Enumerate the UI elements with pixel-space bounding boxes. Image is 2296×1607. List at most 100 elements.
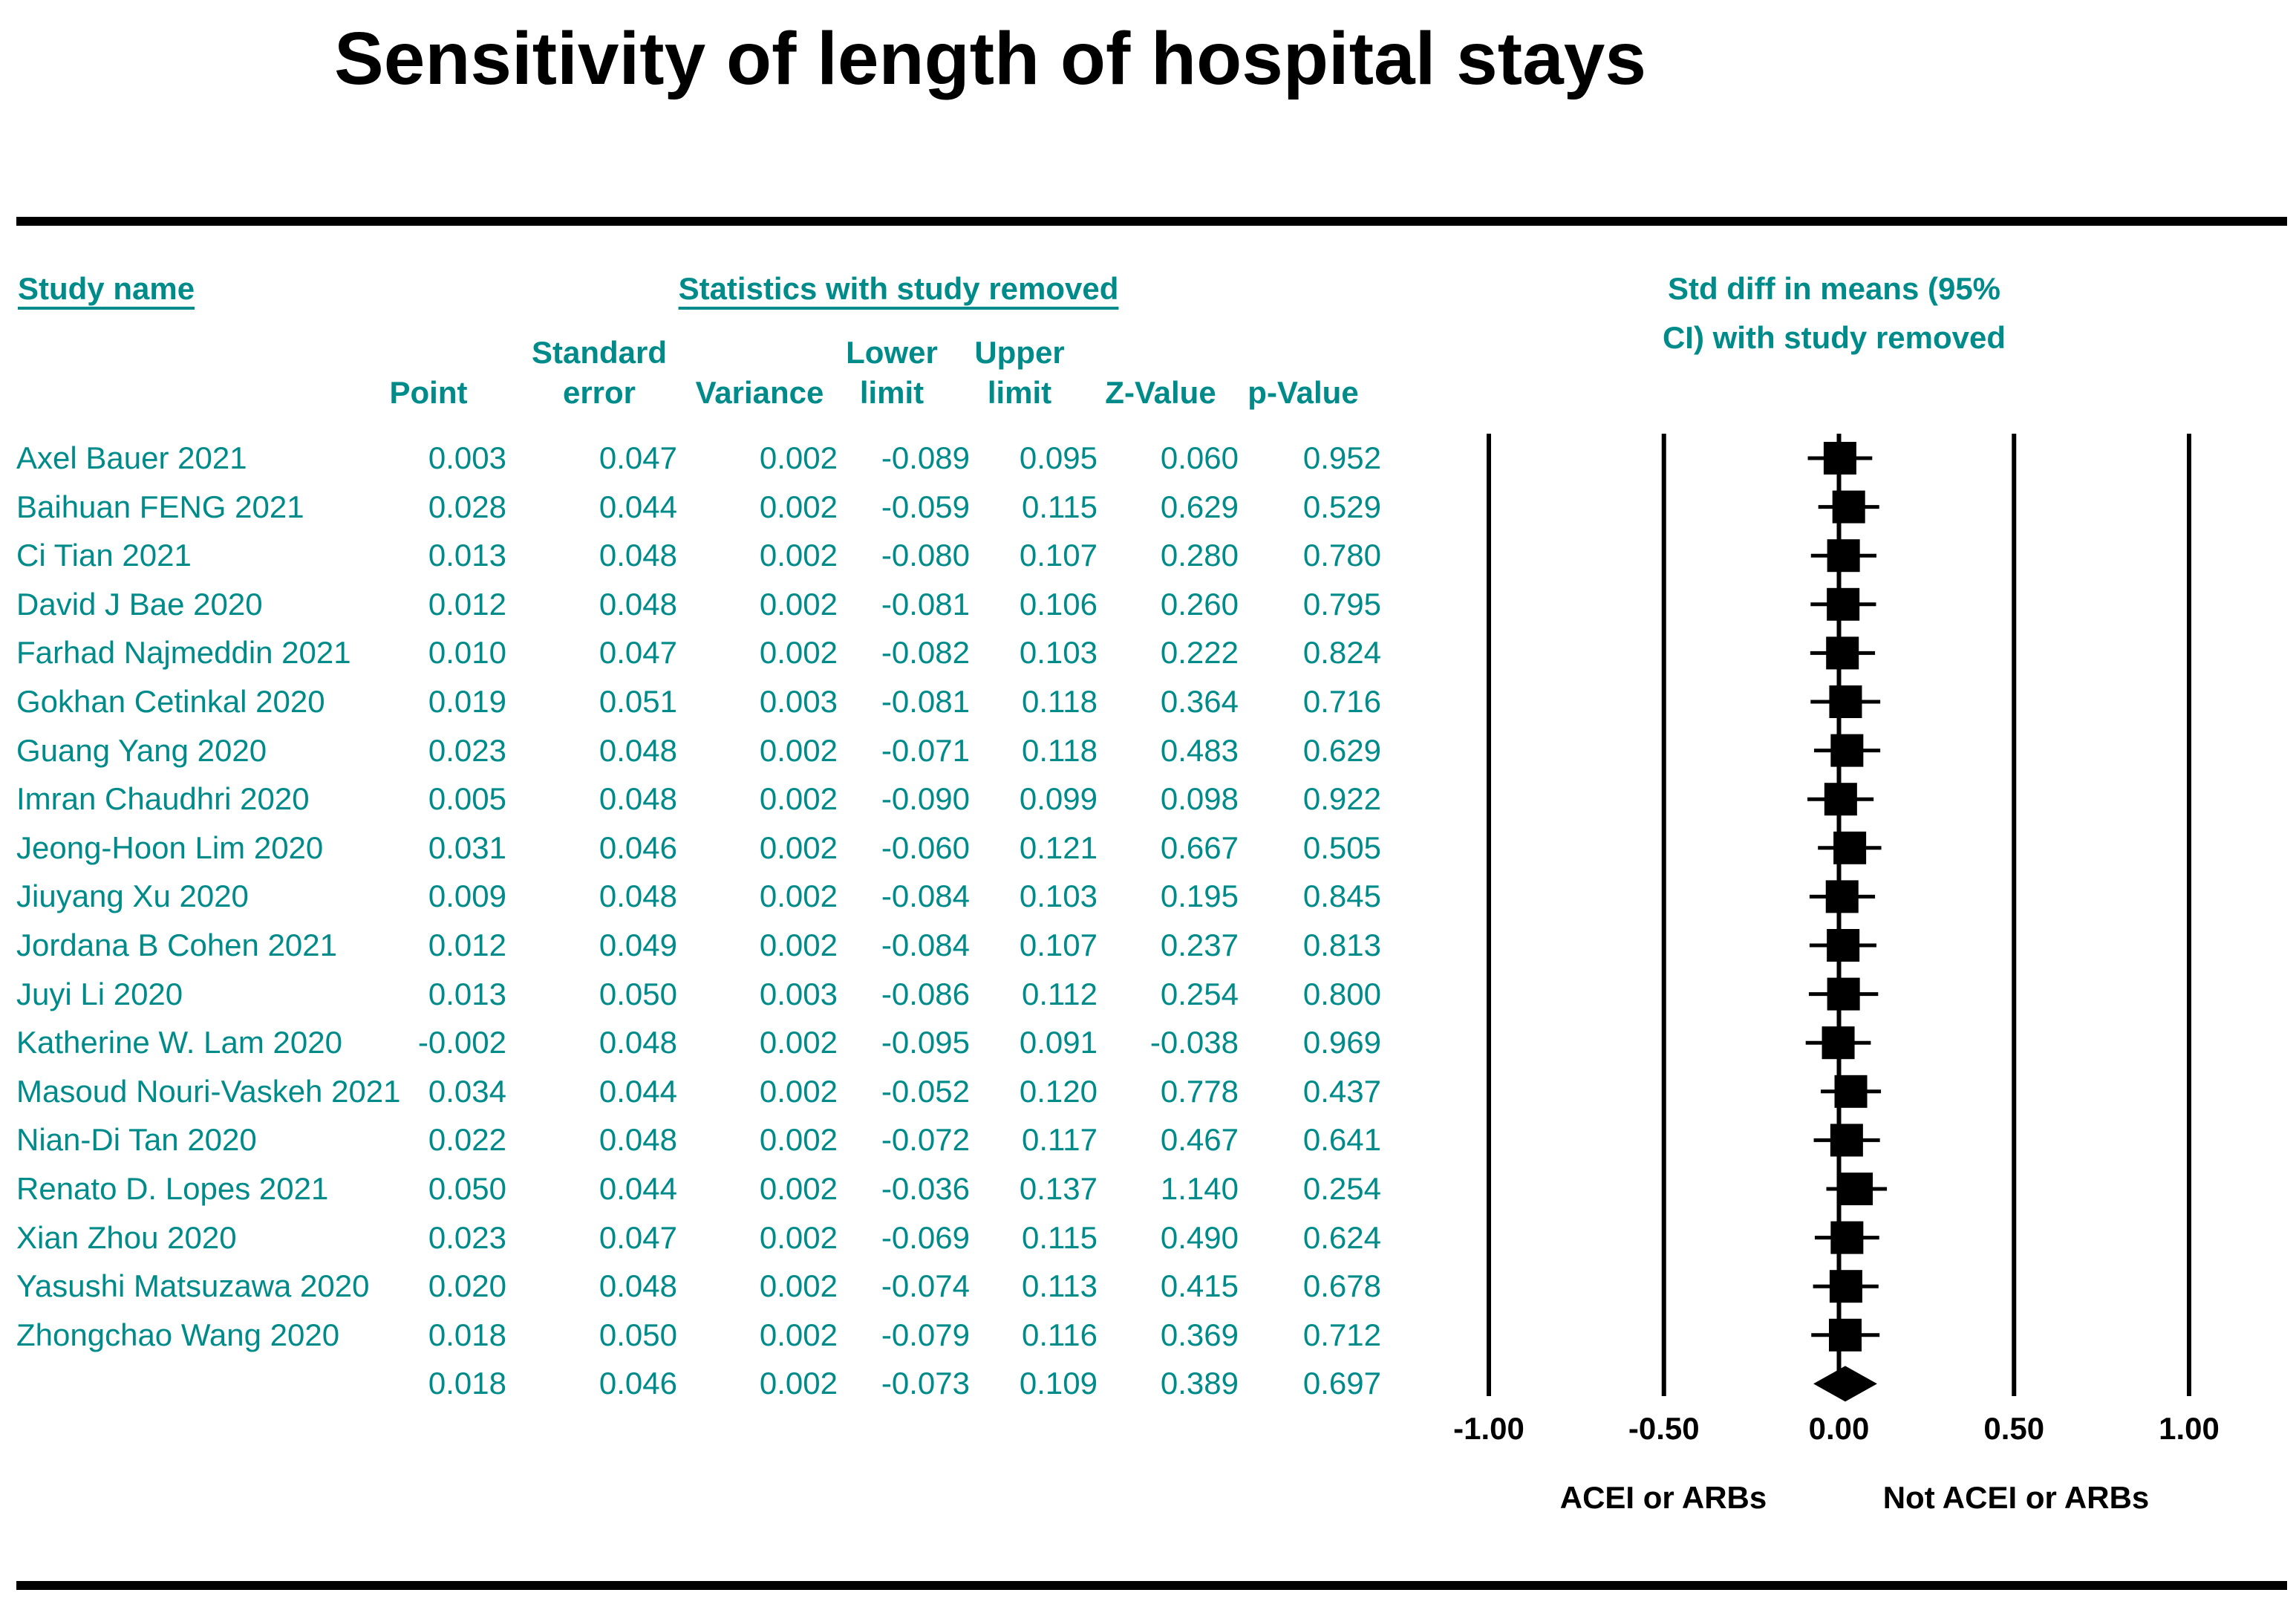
p-cell: 0.624	[1302, 1219, 1381, 1255]
x-tick-label: 0.50	[1983, 1411, 2044, 1446]
point-marker	[1825, 880, 1859, 913]
lower-cell: -0.069	[881, 1219, 970, 1255]
p-cell: 0.952	[1302, 440, 1381, 475]
variance-cell: 0.002	[759, 489, 838, 524]
upper-cell: 0.107	[1019, 928, 1098, 962]
point-cell: 0.005	[428, 781, 506, 817]
point-marker	[1827, 587, 1860, 621]
study-name-cell: Imran Chaudhri 2020	[16, 781, 310, 817]
column-header-3-line2: Variance	[695, 375, 824, 410]
study-name-cell: Nian-Di Tan 2020	[16, 1122, 257, 1158]
p-cell: 0.800	[1302, 976, 1381, 1011]
left-direction-label: ACEI or ARBs	[1559, 1480, 1767, 1515]
variance-cell: 0.002	[759, 1219, 838, 1255]
variance-cell: 0.002	[759, 1366, 838, 1401]
z-cell: 0.280	[1160, 538, 1239, 573]
se-cell: 0.048	[599, 781, 677, 817]
variance-cell: 0.003	[759, 684, 838, 719]
study-name-cell: Baihuan FENG 2021	[16, 489, 304, 524]
study-name-cell: Yasushi Matsuzawa 2020	[16, 1268, 370, 1304]
column-header-4-line2: limit	[859, 375, 924, 410]
summary-diamond	[1813, 1366, 1877, 1402]
bottom-rule	[16, 1581, 2287, 1590]
se-cell: 0.044	[599, 489, 677, 524]
p-cell: 0.845	[1302, 879, 1381, 914]
figure-title: Sensitivity of length of hospital stays	[334, 17, 1646, 100]
point-marker	[1829, 685, 1862, 718]
lower-cell: -0.089	[881, 440, 970, 475]
study-name-cell: Axel Bauer 2021	[16, 440, 247, 475]
lower-cell: -0.081	[881, 684, 970, 719]
upper-cell: 0.109	[1019, 1366, 1098, 1401]
study-name-cell: Jiuyang Xu 2020	[16, 879, 249, 914]
upper-cell: 0.137	[1019, 1171, 1098, 1206]
point-cell: 0.028	[428, 489, 506, 524]
study-name-cell: Masoud Nouri-Vaskeh 2021	[16, 1073, 401, 1109]
z-cell: 0.415	[1160, 1268, 1239, 1304]
column-header-5-line1: Upper	[974, 335, 1065, 370]
upper-cell: 0.095	[1019, 440, 1098, 475]
column-header-1-line2: Point	[389, 375, 468, 410]
lower-cell: -0.072	[881, 1122, 970, 1158]
point-marker	[1826, 636, 1859, 670]
study-name-cell: Jordana B Cohen 2021	[16, 928, 337, 962]
upper-cell: 0.107	[1019, 538, 1098, 573]
p-cell: 0.969	[1302, 1025, 1381, 1060]
upper-cell: 0.115	[1022, 1219, 1098, 1255]
se-cell: 0.048	[599, 879, 677, 914]
z-cell: 0.364	[1160, 684, 1239, 719]
se-cell: 0.051	[599, 684, 677, 719]
lower-cell: -0.079	[881, 1317, 970, 1352]
point-marker	[1834, 1075, 1868, 1108]
z-cell: 0.195	[1160, 879, 1239, 914]
z-cell: 0.060	[1160, 440, 1239, 475]
point-cell: 0.034	[428, 1073, 506, 1109]
lower-cell: -0.090	[881, 781, 970, 817]
upper-cell: 0.099	[1019, 781, 1098, 817]
point-cell: 0.022	[428, 1122, 506, 1158]
upper-cell: 0.106	[1019, 586, 1098, 622]
se-cell: 0.048	[599, 1025, 677, 1060]
z-cell: 0.778	[1160, 1073, 1239, 1109]
x-tick-label: 1.00	[2159, 1411, 2220, 1446]
column-header-2-line2: error	[562, 375, 636, 410]
point-marker	[1827, 977, 1860, 1011]
point-cell: 0.013	[428, 538, 506, 573]
column-header-4-line1: Lower	[846, 335, 938, 370]
upper-cell: 0.115	[1022, 489, 1098, 524]
z-cell: 0.667	[1160, 829, 1239, 865]
se-cell: 0.048	[599, 586, 677, 622]
variance-cell: 0.002	[759, 1171, 838, 1206]
z-cell: 0.389	[1160, 1366, 1239, 1401]
study-name-header: Study name	[18, 271, 195, 306]
column-header-5-line2: limit	[987, 375, 1052, 410]
point-marker	[1832, 490, 1865, 524]
study-name-cell: Katherine W. Lam 2020	[16, 1025, 342, 1060]
lower-cell: -0.084	[881, 879, 970, 914]
p-cell: 0.712	[1302, 1317, 1381, 1352]
lower-cell: -0.095	[881, 1025, 970, 1060]
study-name-cell: Farhad Najmeddin 2021	[16, 635, 351, 671]
point-cell: 0.023	[428, 1219, 506, 1255]
z-cell: 0.098	[1160, 781, 1239, 817]
p-cell: 0.505	[1302, 829, 1381, 865]
study-name-cell: Guang Yang 2020	[16, 732, 267, 768]
upper-cell: 0.121	[1019, 829, 1098, 865]
se-cell: 0.044	[599, 1171, 677, 1206]
variance-cell: 0.002	[759, 829, 838, 865]
se-cell: 0.046	[599, 1366, 677, 1401]
upper-cell: 0.118	[1022, 684, 1098, 719]
variance-cell: 0.002	[759, 879, 838, 914]
variance-cell: 0.002	[759, 1025, 838, 1060]
z-cell: 0.222	[1160, 635, 1239, 671]
p-cell: 0.697	[1302, 1366, 1381, 1401]
lower-cell: -0.080	[881, 538, 970, 573]
point-cell: 0.018	[428, 1366, 506, 1401]
point-cell: 0.010	[428, 635, 506, 671]
lower-cell: -0.052	[881, 1073, 970, 1109]
point-cell: 0.012	[428, 586, 506, 622]
plot-title-line1: Std diff in means (95%	[1667, 271, 2001, 306]
se-cell: 0.048	[599, 732, 677, 768]
p-cell: 0.795	[1302, 586, 1381, 622]
